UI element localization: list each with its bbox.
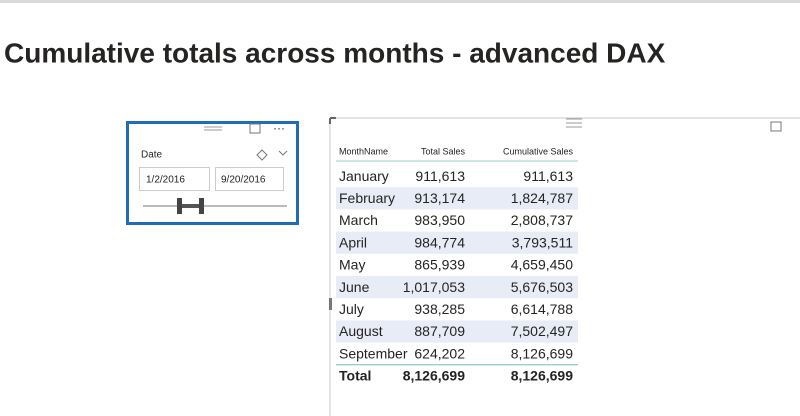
table-cell: January	[339, 168, 389, 184]
table-cell: 1,017,053	[403, 279, 465, 295]
start-date: 1/2/2016	[146, 175, 185, 186]
table-cell: 8,126,699	[511, 345, 573, 361]
table-cell: 5,676,503	[511, 279, 573, 295]
more-options-icon[interactable]: ···	[273, 121, 285, 135]
table-cell: 984,774	[414, 234, 465, 250]
dropdown-icon[interactable]	[278, 150, 288, 156]
total-cell: 8,126,699	[511, 368, 573, 384]
row-band	[336, 231, 578, 254]
table-cell: 913,174	[414, 190, 465, 206]
table-cell: April	[339, 234, 367, 250]
table-cell: 7,502,497	[511, 323, 573, 339]
row-band	[336, 187, 578, 210]
report-title: Cumulative totals across months - advanc…	[4, 37, 666, 68]
date-slicer[interactable]: ··· Date 1/2/2016 9/20/2016	[126, 121, 299, 225]
table-cell: July	[339, 301, 364, 317]
table-cell: 911,613	[415, 168, 465, 184]
resize-corner[interactable]	[329, 117, 336, 124]
table-cell: 938,285	[414, 301, 465, 317]
table-cell: August	[339, 323, 383, 339]
table-cell: May	[339, 257, 365, 273]
table-cell: 887,709	[414, 323, 465, 339]
table-cell: June	[339, 279, 370, 295]
resize-handle[interactable]	[329, 298, 332, 310]
focus-mode-icon[interactable]	[770, 121, 782, 132]
table-cell: 4,659,450	[511, 257, 573, 273]
table-cell: March	[339, 212, 378, 228]
table-cell: 3,793,511	[512, 234, 573, 250]
row-band	[336, 320, 578, 343]
table-cell: 2,808,737	[511, 212, 573, 228]
focus-mode-icon[interactable]	[249, 123, 261, 134]
slider-handle-end[interactable]	[199, 198, 204, 214]
top-border	[0, 0, 800, 3]
total-cell: Total	[339, 368, 371, 384]
table-body: MonthName Total Sales Cumulative Sales Janu…	[336, 146, 578, 384]
table-cell: 911,613	[523, 168, 573, 184]
total-cell: 8,126,699	[403, 368, 465, 384]
end-date: 9/20/2016	[221, 175, 266, 186]
table-cell: 6,614,788	[511, 301, 573, 317]
table-cell: September	[339, 345, 408, 361]
slicer-label: Date	[141, 150, 163, 161]
column-header: Cumulative Sales	[503, 146, 574, 156]
end-date-box[interactable]	[215, 167, 284, 191]
table-cell: 624,202	[414, 345, 465, 361]
row-band	[336, 276, 578, 299]
start-date-box[interactable]	[139, 167, 210, 191]
slider-handle-start[interactable]	[177, 198, 182, 214]
table-cell: February	[339, 190, 395, 206]
column-header: Total Sales	[421, 146, 466, 156]
table-visual	[329, 117, 800, 416]
table-cell: 865,939	[414, 257, 465, 273]
table-cell: 1,824,787	[511, 190, 573, 206]
table-cell: 983,950	[414, 212, 465, 228]
column-header: MonthName	[339, 146, 388, 156]
eraser-icon[interactable]	[256, 149, 268, 161]
